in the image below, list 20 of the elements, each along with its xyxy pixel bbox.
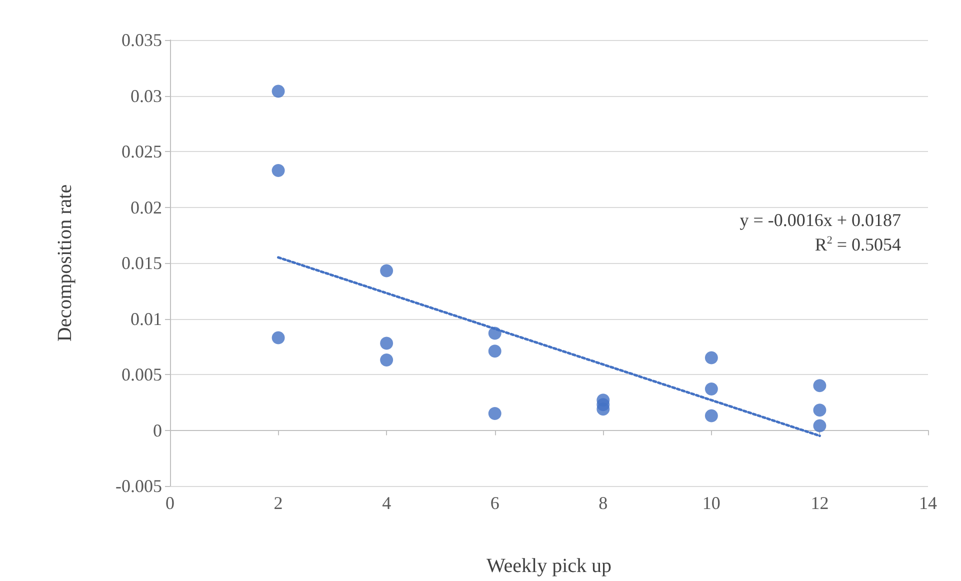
x-axis-title: Weekly pick up [486, 555, 612, 577]
y-tick-label: 0.03 [130, 86, 162, 106]
x-tick-label: 0 [166, 493, 174, 513]
x-tick-label: 14 [919, 493, 937, 513]
y-tick-label: 0.02 [130, 197, 162, 218]
y-tick-label: 0 [153, 420, 162, 440]
x-tick-label: 12 [810, 493, 829, 513]
annotation: y = -0.0016x + 0.0187 [740, 210, 901, 230]
y-axis-title: Decomposition rate [54, 184, 76, 342]
x-tick-label: 6 [490, 493, 500, 513]
y-tick-label: 0.01 [130, 308, 162, 329]
x-tick-label: 2 [274, 493, 283, 513]
y-tick-label: -0.005 [116, 476, 162, 496]
x-tick-label: 10 [702, 493, 720, 513]
x-tick-label: 4 [382, 493, 392, 513]
y-tick-label: 0.035 [122, 30, 162, 50]
x-tick-label: 8 [598, 493, 608, 513]
y-tick-label: 0.025 [122, 142, 162, 162]
y-tick-label: 0.005 [122, 364, 162, 384]
y-tick-label: 0.015 [122, 253, 162, 273]
